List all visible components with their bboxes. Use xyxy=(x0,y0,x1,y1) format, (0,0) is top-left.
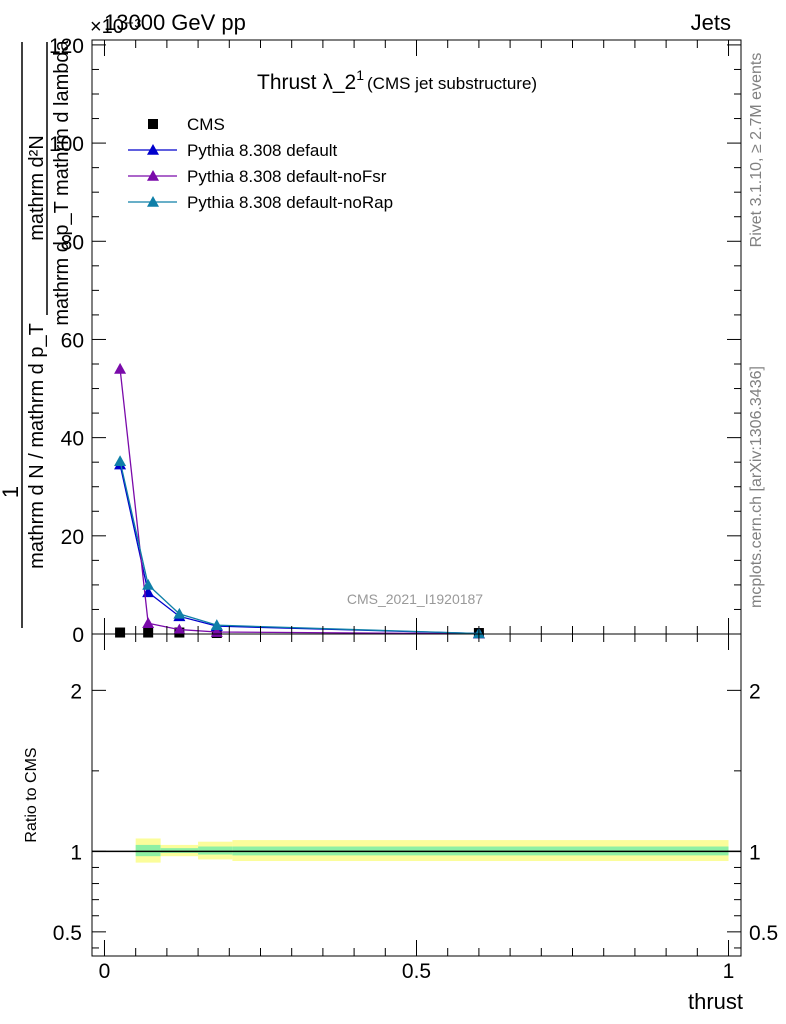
x-tick-label: 1 xyxy=(723,960,735,983)
ratio-tick-label-left: 0.5 xyxy=(53,922,82,945)
x-ticks: 0 0.5 1 xyxy=(99,40,735,983)
data-point-3 xyxy=(210,619,223,630)
ratio-band-green xyxy=(198,846,233,855)
legend-label-1: Pythia 8.308 default xyxy=(187,141,338,160)
y-tick-label: 60 xyxy=(61,329,84,352)
y-tick-label: 120 xyxy=(49,35,84,58)
ratio-tick-label-right: 1 xyxy=(749,841,761,864)
x-axis-label: thrust xyxy=(688,989,743,1014)
main-y-label: 1 mathrm d N / mathrm d p_T mathrm d²N m… xyxy=(0,39,73,628)
ratio-band-green xyxy=(160,848,199,853)
y-tick-label: 0 xyxy=(72,624,84,647)
y-tick-label: 100 xyxy=(49,133,84,156)
ratio-tick-label-right: 0.5 xyxy=(749,922,778,945)
ratio-band-green xyxy=(135,844,161,857)
mcplots-label: mcplots.cern.ch [arXiv:1306.3436] xyxy=(748,366,765,608)
x-tick-label: 0.5 xyxy=(402,960,431,983)
x-tick-label: 0 xyxy=(99,960,111,983)
header-multiplier: ×10⁻³ xyxy=(90,16,141,38)
ratio-tick-label-left: 1 xyxy=(70,841,82,864)
rivet-label: Rivet 3.1.10, ≥ 2.7M events xyxy=(748,53,765,248)
data-point-3 xyxy=(114,455,127,466)
ratio-plot-area xyxy=(92,838,741,863)
legend: CMS Pythia 8.308 default Pythia 8.308 defa… xyxy=(128,115,393,212)
legend-marker-3 xyxy=(147,196,159,207)
data-point-3 xyxy=(142,578,155,590)
data-point-2 xyxy=(142,617,155,628)
ratio-y-label: Ratio to CMS xyxy=(23,747,40,842)
main-ticks: 0 20 40 60 80 100 120 xyxy=(49,35,741,647)
chart-title: Thrust λ_21 (CMS jet substructure) xyxy=(257,67,537,94)
chart-subtitle: (CMS jet substructure) xyxy=(367,74,537,93)
data-point-cms xyxy=(143,627,154,638)
y-label-numerator: 1 xyxy=(0,486,23,498)
legend-label-3: Pythia 8.308 default-noRap xyxy=(187,193,393,212)
ratio-panel xyxy=(91,633,742,957)
y-tick-label: 20 xyxy=(61,526,84,549)
data-point-3 xyxy=(173,607,186,619)
y-tick-label: 80 xyxy=(61,231,84,254)
legend-label-2: Pythia 8.308 default-noFsr xyxy=(187,167,387,186)
data-point-cms xyxy=(115,627,126,638)
ratio-tick-label-left: 2 xyxy=(70,680,82,703)
watermark: CMS_2021_I1920187 xyxy=(347,591,483,607)
data-point-2 xyxy=(114,362,127,374)
legend-marker-1 xyxy=(147,144,159,155)
y-label-denominator: mathrm d N / mathrm d p_T xyxy=(26,323,48,569)
series-line-3 xyxy=(119,461,479,635)
chart-title-sup: 1 xyxy=(356,67,364,83)
y-tick-label: 40 xyxy=(61,428,84,451)
header-right: Jets xyxy=(691,10,731,35)
data-point-2 xyxy=(173,623,186,635)
y-label-upper: mathrm d²N xyxy=(26,135,48,241)
ratio-ticks: 0.5 0.5 1 1 2 2 xyxy=(53,680,778,949)
ratio-tick-label-right: 2 xyxy=(749,680,761,703)
chart-title-main: Thrust λ_2 xyxy=(257,71,356,94)
legend-marker-2 xyxy=(147,170,159,181)
header-left: 13000 GeV pp xyxy=(104,10,246,35)
y-label-lower: mathrm d p_T mathrm d lambda xyxy=(51,39,73,325)
legend-label-0: CMS xyxy=(187,115,225,134)
legend-marker-cms xyxy=(148,119,158,129)
